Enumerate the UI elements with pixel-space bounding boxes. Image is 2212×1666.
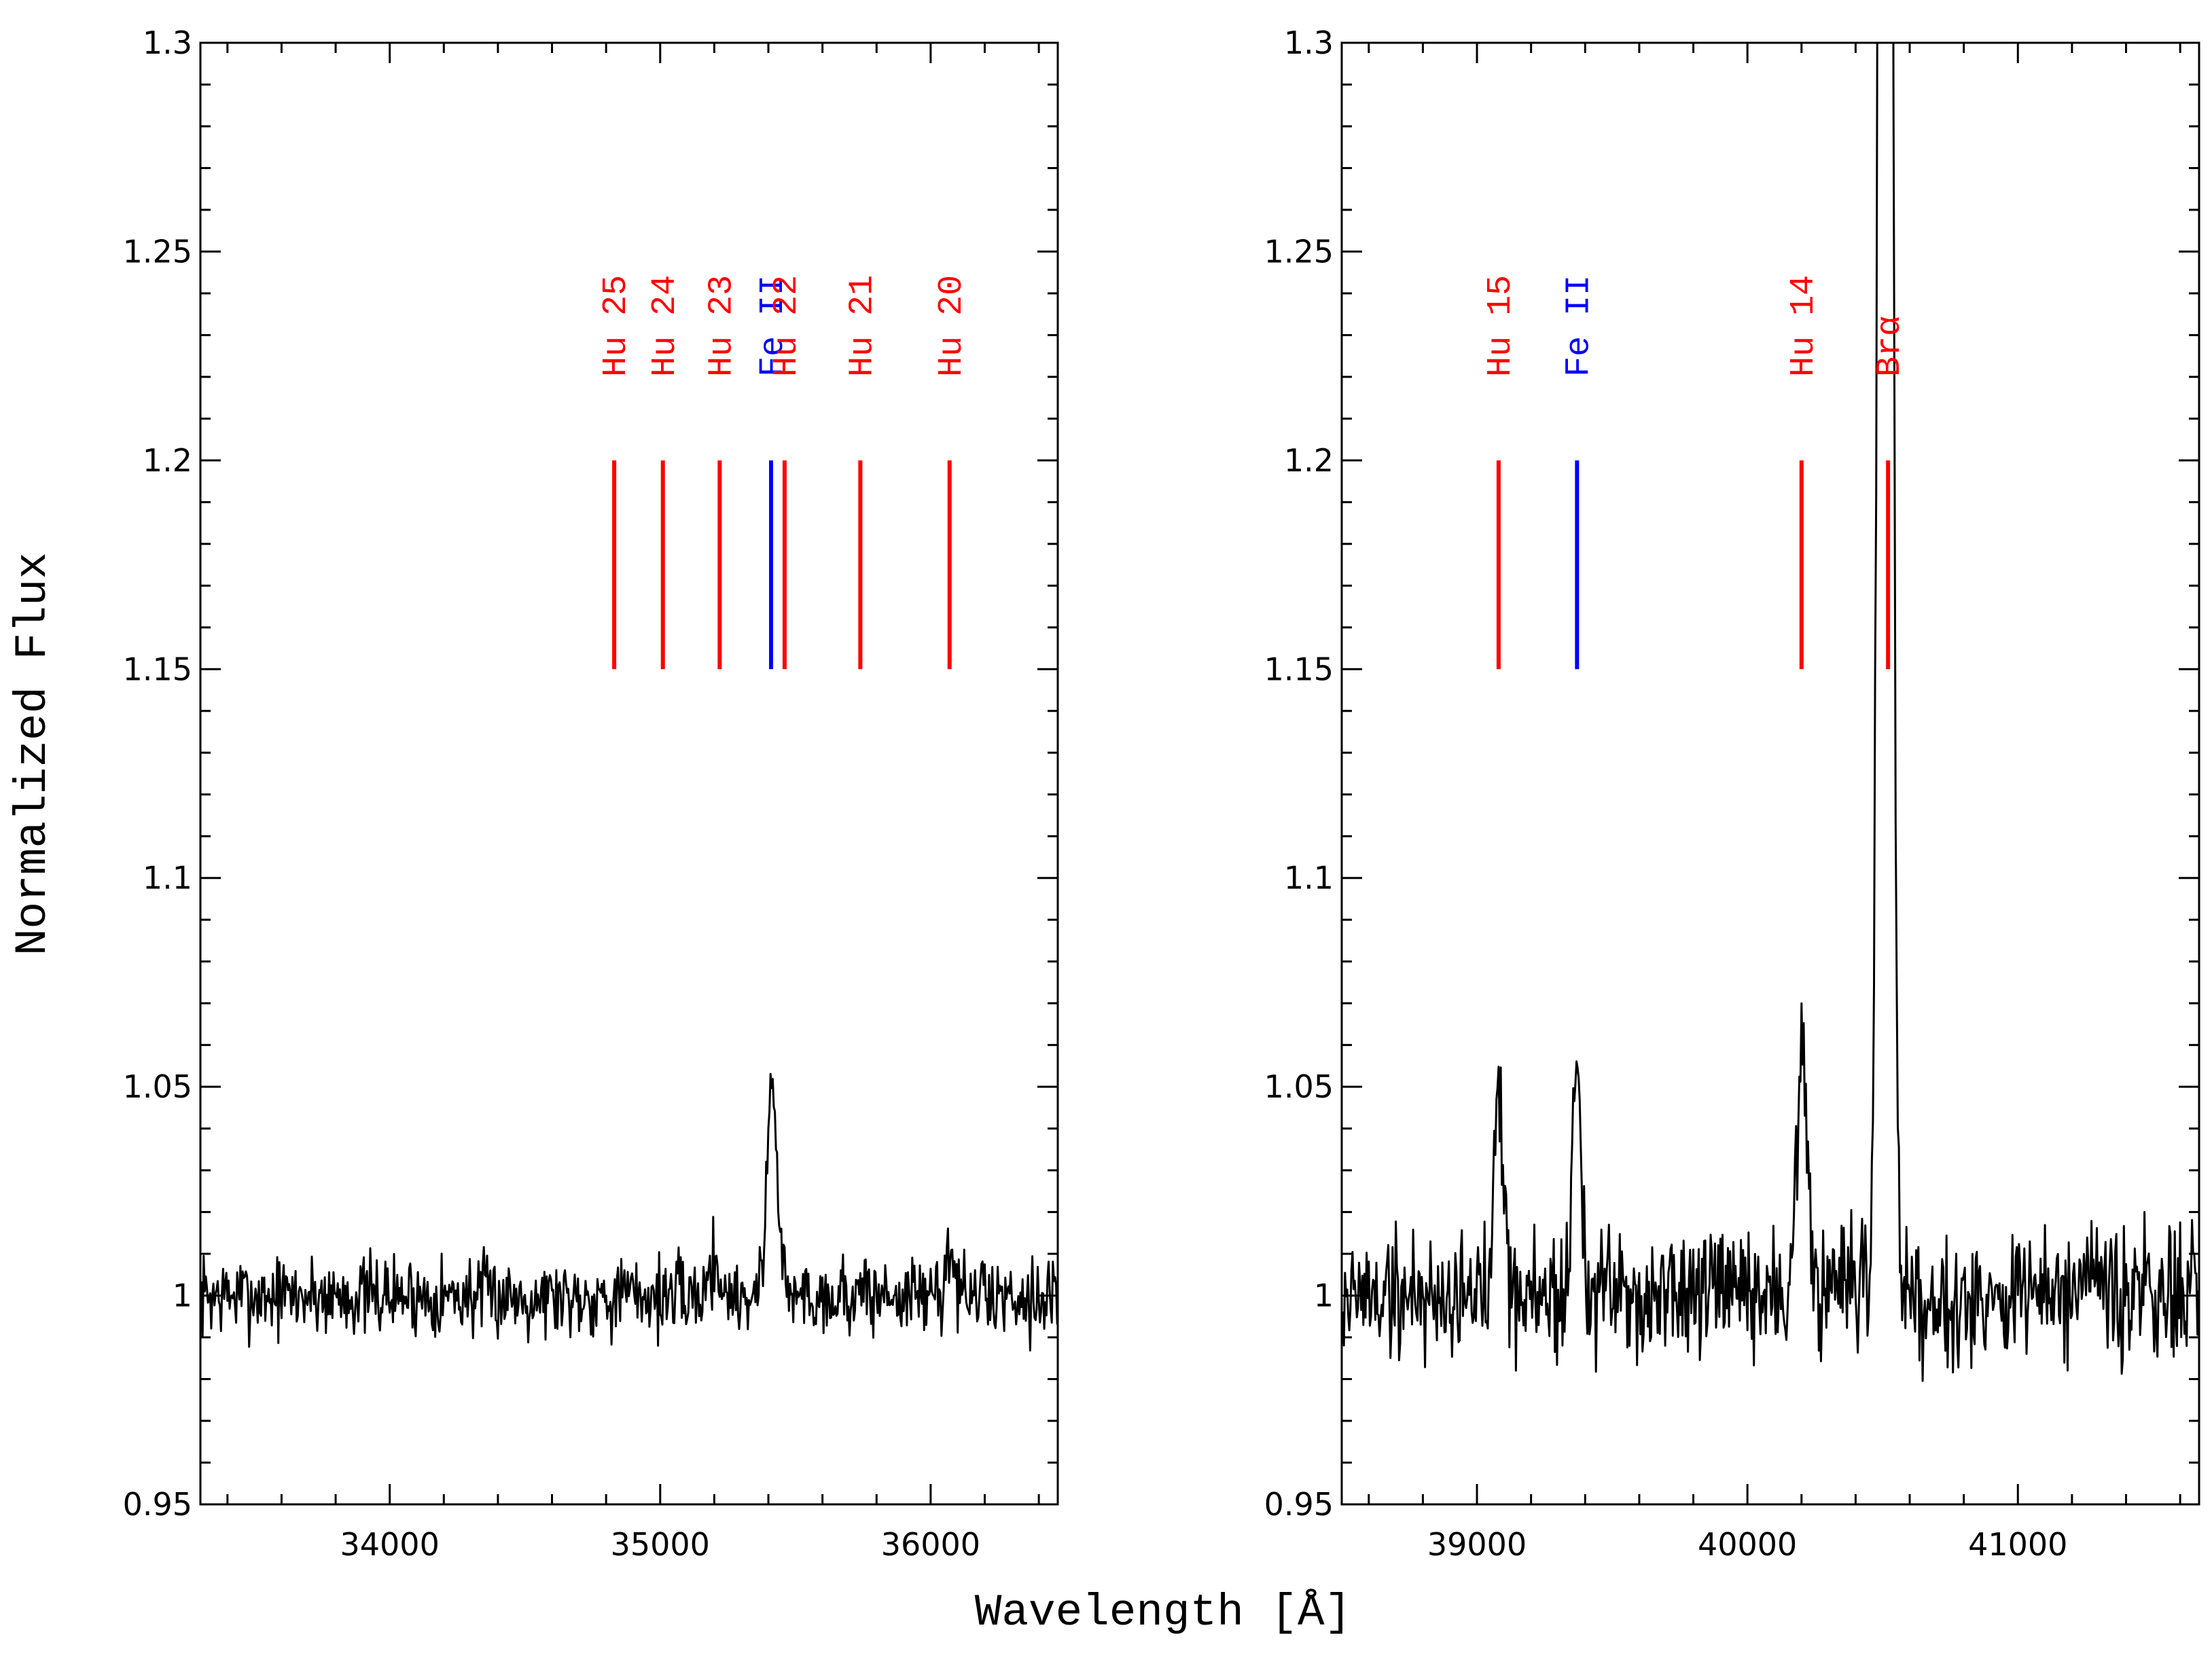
- y-tick-label: 1: [1314, 1278, 1334, 1314]
- x-axis-title: Wavelength [Å]: [975, 1587, 1352, 1638]
- line-marker-label: Hu 21: [843, 275, 882, 377]
- x-tick-label: 40000: [1698, 1526, 1797, 1563]
- spectrum-line: [200, 1072, 1058, 1352]
- line-marker-label: Hu 23: [702, 275, 741, 377]
- y-tick-label: 1: [173, 1278, 192, 1314]
- y-tick-label: 1.3: [143, 24, 192, 61]
- line-marker-label: Fe II: [1560, 275, 1599, 377]
- line-marker-label: Fe II: [754, 275, 793, 377]
- x-tick-label: 34000: [340, 1526, 440, 1563]
- plot-frame: [199, 41, 1059, 1506]
- line-marker-label: Hu 15: [1482, 275, 1520, 377]
- y-tick-label: 1.25: [123, 233, 192, 270]
- y-tick-label: 0.95: [1264, 1486, 1334, 1523]
- x-tick-label: 41000: [1968, 1526, 2067, 1563]
- line-marker-label: Brα: [1871, 316, 1910, 377]
- right-panel: 0.95 1 1.05 1.1 1.15 1.2 1.25 1.3 39000 40000 4100…: [1264, 24, 2200, 1563]
- y-axis-title: Normalized Flux: [7, 552, 58, 956]
- y-tick-label: 1.1: [143, 860, 192, 897]
- y-tick-label: 1.3: [1284, 24, 1334, 61]
- x-tick-label: 35000: [611, 1526, 710, 1563]
- left-panel: 0.95 1 1.05 1.1 1.15 1.2 1.25 1.3 34000 35000 3600…: [123, 24, 1059, 1563]
- y-tick-label: 1.25: [1264, 233, 1334, 270]
- y-tick-label: 1.15: [123, 651, 192, 687]
- y-tick-label: 1.05: [123, 1068, 192, 1105]
- line-marker-label: Hu 22: [768, 275, 806, 377]
- x-tick-label: 39000: [1427, 1526, 1527, 1563]
- y-tick-label: 1.2: [1284, 442, 1334, 479]
- y-tick-label: 0.95: [123, 1486, 192, 1523]
- line-marker-label: Hu 20: [933, 275, 971, 377]
- y-tick-label: 1.2: [143, 442, 192, 479]
- y-tick-label: 1.05: [1264, 1068, 1334, 1105]
- spectrum-line: [1342, 43, 2199, 1382]
- y-tick-label: 1.15: [1264, 651, 1334, 687]
- plot-frame: [1340, 41, 2200, 1506]
- line-marker-label: Hu 24: [646, 275, 685, 377]
- y-tick-label: 1.1: [1284, 860, 1334, 897]
- line-marker-label: Hu 14: [1785, 275, 1823, 377]
- line-marker-label: Hu 25: [597, 275, 636, 377]
- x-tick-label: 36000: [881, 1526, 980, 1563]
